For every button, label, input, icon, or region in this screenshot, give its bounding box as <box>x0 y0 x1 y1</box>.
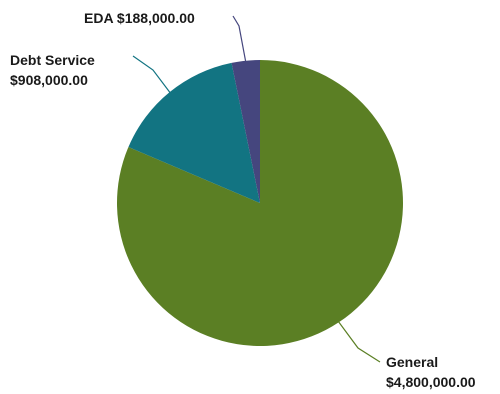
leader-line-eda <box>232 15 247 63</box>
leader-lines <box>132 15 381 363</box>
slice-label-general: General $4,800,000.00 <box>386 354 476 390</box>
pie-slice-general <box>116 60 403 347</box>
pie-slice-eda <box>231 60 260 203</box>
leader-line-debt-service <box>132 55 172 95</box>
slice-label-debt-service: Debt Service $908,000.00 <box>10 52 95 88</box>
leader-line-general <box>337 320 381 363</box>
slice-labels: General $4,800,000.00 Debt Service $908,000… <box>10 10 476 390</box>
slice-label-eda: EDA $188,000.00 <box>84 10 195 26</box>
pie-slice-debt-service <box>128 62 260 203</box>
pie-slices <box>116 60 403 347</box>
